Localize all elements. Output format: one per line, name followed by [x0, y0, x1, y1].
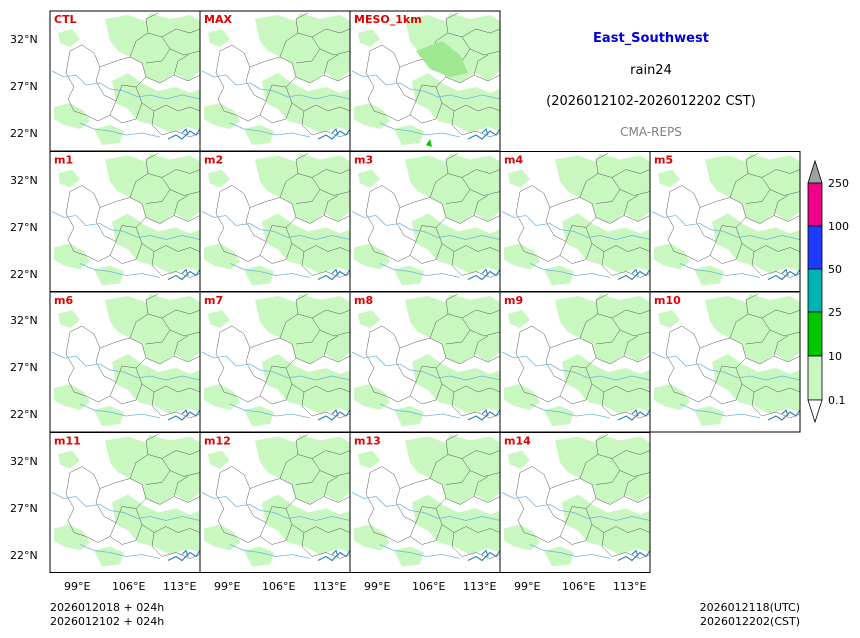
footer: 2026012018 + 024h 2026012102 + 024h 2026…	[50, 601, 800, 628]
panel-label-m7: m7	[204, 294, 223, 307]
map-panel-m12: m12	[199, 432, 351, 573]
map-panel-max: MAX	[199, 10, 351, 152]
lat-tick-22-row3: 22°N	[10, 408, 38, 421]
lat-tick-22-row4: 22°N	[10, 549, 38, 562]
colorbar-bin-25-50	[807, 268, 823, 313]
panel-label-m5: m5	[654, 154, 673, 167]
lat-tick-27-row4: 27°N	[10, 502, 38, 515]
panel-frame	[499, 432, 651, 573]
lon-tick-106-col4: 106°E	[562, 580, 595, 593]
colorbar-bin-0.1-10	[807, 355, 823, 401]
colorbar-bin-50-100	[807, 225, 823, 270]
period-title: (2026012102-2026012202 CST)	[546, 94, 756, 109]
map-panel-m11: m11	[49, 432, 201, 573]
colorbar-label-10: 10	[828, 350, 842, 363]
panel-label-m12: m12	[204, 435, 231, 448]
footer-valid-utc: 2026012118(UTC)	[700, 601, 800, 614]
footer-init-utc: 2026012018 + 024h	[50, 601, 164, 614]
panel-label-ctl: CTL	[54, 13, 77, 26]
panel-label-m13: m13	[354, 435, 381, 448]
lon-tick-113-col1: 113°E	[163, 580, 196, 593]
region-title: East_Southwest	[593, 31, 709, 46]
map-panel-m2: m2	[199, 151, 351, 292]
panel-label-m9: m9	[504, 294, 523, 307]
colorbar-label-250: 250	[828, 177, 849, 190]
lon-tick-99-col2: 99°E	[214, 580, 240, 593]
colorbar-bin-10-25	[807, 311, 823, 357]
lat-tick-32-row1: 32°N	[10, 33, 38, 46]
lat-tick-32-row3: 32°N	[10, 314, 38, 327]
lon-tick-99-col3: 99°E	[364, 580, 390, 593]
panel-label-m3: m3	[354, 154, 373, 167]
panel-label-max: MAX	[204, 13, 232, 26]
lon-tick-99-col1: 99°E	[64, 580, 90, 593]
colorbar-label-50: 50	[828, 263, 842, 276]
source-title: CMA-REPS	[620, 125, 682, 139]
panel-label-m1: m1	[54, 154, 73, 167]
colorbar-extend-max	[807, 159, 823, 184]
map-panel-m13: m13	[349, 432, 501, 573]
longitude-axis: 99°E 106°E 113°E 99°E 106°E 113°E 99°E 1…	[64, 580, 646, 593]
map-panel-m3: m3	[349, 151, 501, 292]
map-panel-meso-1km: MESO_1km	[349, 10, 501, 152]
latitude-axis: 32°N 27°N 22°N 32°N 27°N 22°N 32°N 27°N …	[10, 33, 38, 562]
panel-label-m14: m14	[504, 435, 531, 448]
map-panel-m5: m5	[649, 151, 801, 292]
panel-label-m11: m11	[54, 435, 81, 448]
lat-tick-27-row1: 27°N	[10, 80, 38, 93]
variable-title: rain24	[630, 63, 672, 78]
panel-frame	[649, 291, 801, 433]
lon-tick-99-col4: 99°E	[514, 580, 540, 593]
footer-init-cst: 2026012102 + 024h	[50, 615, 164, 628]
map-panel-ctl: CTL	[49, 10, 201, 152]
lon-tick-113-col2: 113°E	[313, 580, 346, 593]
map-panel-m10: m10	[649, 291, 801, 433]
map-panel-m7: m7	[199, 291, 351, 433]
lon-tick-113-col4: 113°E	[613, 580, 646, 593]
colorbar-extend-min	[807, 399, 823, 424]
meso-heavier-rain-area	[416, 41, 468, 77]
lon-tick-113-col3: 113°E	[463, 580, 496, 593]
colorbar-label-100: 100	[828, 220, 849, 233]
map-panel-m4: m4	[499, 151, 651, 292]
panel-label-m2: m2	[204, 154, 223, 167]
map-panel-m8: m8	[349, 291, 501, 433]
meso-local-maximum	[426, 139, 432, 147]
colorbar-label-0.1: 0.1	[828, 394, 846, 407]
panel-label-m8: m8	[354, 294, 373, 307]
lat-tick-22-row2: 22°N	[10, 268, 38, 281]
colorbar-label-25: 25	[828, 306, 842, 319]
map-panel-m14: m14	[499, 432, 651, 573]
lon-tick-106-col2: 106°E	[262, 580, 295, 593]
colorbar: 250 100 50 25 10 0.1	[807, 159, 849, 424]
lat-tick-32-row2: 32°N	[10, 174, 38, 187]
title-block: East_Southwest rain24 (2026012102-202601…	[546, 31, 756, 139]
map-panels: CTL MAX MESO_1km m1 m2 m3 m4 m5 m6 m7 m8 m9 m10 m11 m1…	[49, 10, 801, 573]
footer-valid-cst: 2026012202(CST)	[700, 615, 800, 628]
lat-tick-27-row3: 27°N	[10, 361, 38, 374]
lat-tick-22-row1: 22°N	[10, 127, 38, 140]
panel-label-m4: m4	[504, 154, 523, 167]
lat-tick-32-row4: 32°N	[10, 455, 38, 468]
lon-tick-106-col1: 106°E	[112, 580, 145, 593]
map-panel-m1: m1	[49, 151, 201, 292]
map-panel-m6: m6	[49, 291, 201, 433]
panel-label-meso-1km: MESO_1km	[354, 13, 422, 26]
colorbar-bin-100-250	[807, 182, 823, 227]
lat-tick-27-row2: 27°N	[10, 221, 38, 234]
panel-label-m6: m6	[54, 294, 73, 307]
lon-tick-106-col3: 106°E	[412, 580, 445, 593]
panel-label-m10: m10	[654, 294, 681, 307]
map-panel-m9: m9	[499, 291, 651, 433]
